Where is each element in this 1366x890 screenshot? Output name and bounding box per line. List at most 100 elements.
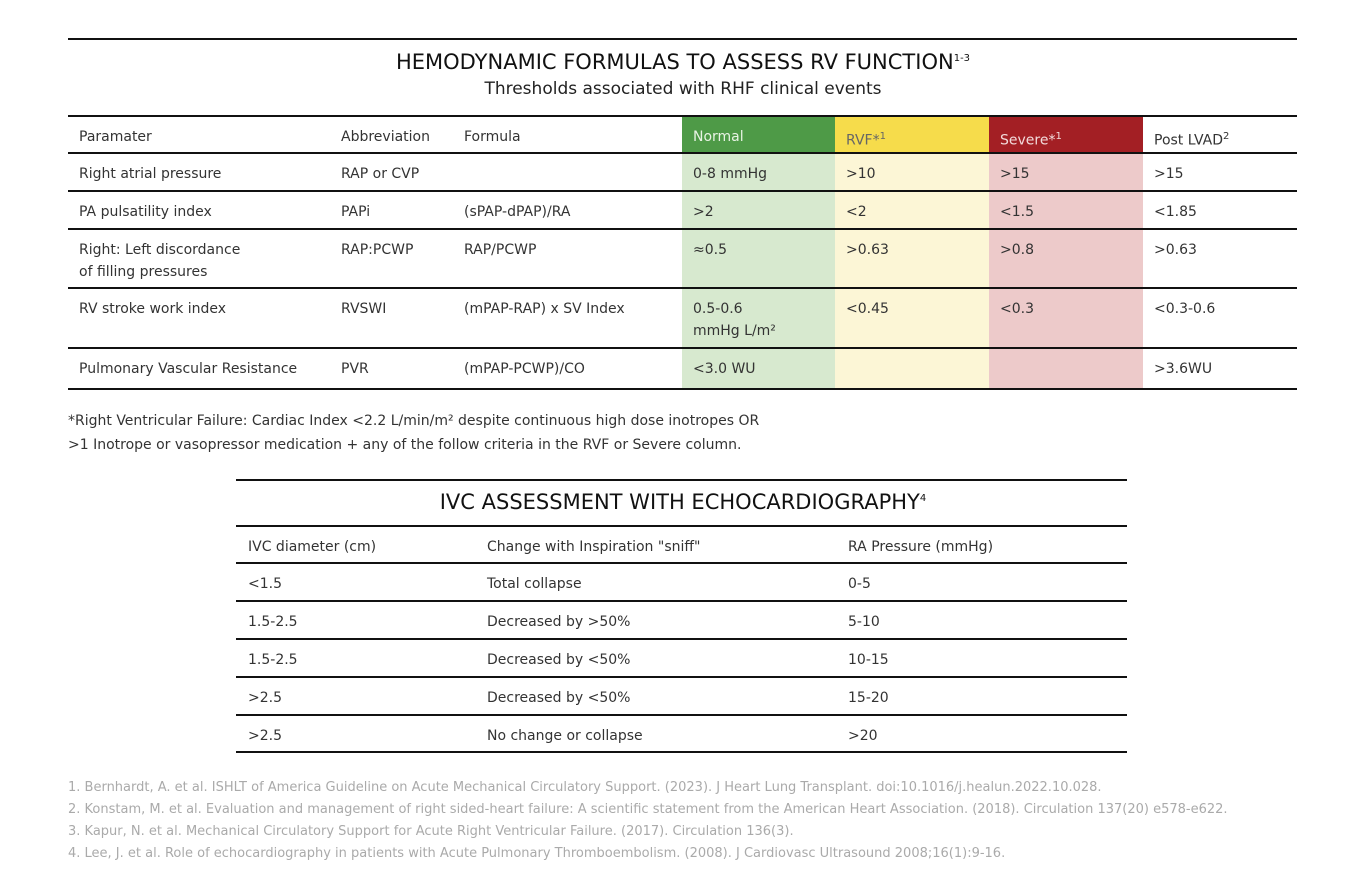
title-sup: 4 [919, 493, 927, 504]
cell-text: >20 [848, 728, 878, 744]
title-sup: 1-3 [953, 53, 971, 64]
cell-text: RV stroke work index [79, 301, 227, 317]
header-cell: Abbreviation [341, 126, 430, 148]
cell-text: PA pulsatility index [79, 204, 212, 220]
rule [68, 38, 1297, 40]
cell-text: No change or collapse [487, 728, 643, 744]
header-cell: Severe*1 [1000, 126, 1062, 152]
cell-text: Decreased by >50% [487, 614, 631, 630]
rule [68, 115, 1297, 117]
reference: 1. Bernhardt, A. et al. ISHLT of America… [68, 780, 1102, 795]
header-text: Paramater [79, 129, 152, 145]
header-bg [682, 117, 835, 153]
cell-text: <3.0 WU [693, 361, 756, 377]
reference: 2. Konstam, M. et al. Evaluation and man… [68, 802, 1228, 817]
header-text: RVF* [846, 132, 880, 149]
cell-text: <0.3-0.6 [1154, 301, 1216, 317]
cell-text: Right atrial pressure [79, 166, 222, 182]
cell-text: RVSWI [341, 301, 387, 317]
rule [236, 479, 1127, 481]
cell-text: >2.5 [248, 690, 282, 706]
cell-bg [682, 153, 835, 389]
cell-text: 10-15 [848, 652, 889, 668]
header-cell: IVC diameter (cm) [248, 539, 377, 555]
cell-text: >2 [693, 204, 714, 220]
rule [236, 525, 1127, 527]
header-bg [989, 117, 1143, 153]
header-text: Formula [464, 129, 521, 145]
reference: 4. Lee, J. et al. Role of echocardiograp… [68, 846, 1006, 861]
cell-text: <1.85 [1154, 204, 1197, 220]
cell-text: >0.63 [1154, 242, 1197, 258]
rule [68, 347, 1297, 349]
cell-text: Right: Left discordance [79, 242, 241, 258]
rule [236, 562, 1127, 564]
header-cell: RVF*1 [846, 126, 886, 152]
title-text: IVC ASSESSMENT WITH ECHOCARDIOGRAPHY [439, 490, 920, 514]
cell-text: mmHg L/m² [693, 323, 776, 339]
cell-text: PAPi [341, 204, 371, 220]
cell-text: ≈0.5 [693, 242, 727, 258]
cell-text: (mPAP-PCWP)/CO [464, 361, 585, 377]
cell-text: >0.8 [1000, 242, 1034, 258]
rule [236, 751, 1127, 753]
title-text: HEMODYNAMIC FORMULAS TO ASSESS RV FUNCTI… [395, 50, 954, 74]
cell-text: <0.45 [846, 301, 889, 317]
cell-text: <2 [846, 204, 867, 220]
header-cell: Paramater [79, 126, 152, 148]
rule [68, 287, 1297, 289]
header-cell: Formula [464, 126, 521, 148]
cell-text: Total collapse [487, 576, 582, 592]
rule [68, 152, 1297, 154]
header-bg [835, 117, 989, 153]
cell-text: 0-5 [848, 576, 871, 592]
cell-text: Pulmonary Vascular Resistance [79, 361, 298, 377]
header-cell: Change with Inspiration "sniff" [487, 539, 701, 555]
header-cell: Post LVAD2 [1154, 126, 1229, 152]
reference: 3. Kapur, N. et al. Mechanical Circulato… [68, 824, 794, 839]
header-sup: 2 [1223, 131, 1230, 142]
cell-text: <1.5 [248, 576, 282, 592]
header-text: Post LVAD [1154, 132, 1224, 149]
header-cell: Normal [693, 126, 744, 148]
cell-text: 0-8 mmHg [693, 166, 768, 182]
cell-bg [835, 153, 989, 389]
rule [68, 190, 1297, 192]
table-title: HEMODYNAMIC FORMULAS TO ASSESS RV FUNCTI… [0, 50, 1366, 74]
cell-text: RAP:PCWP [341, 242, 414, 258]
cell-text: >3.6WU [1154, 361, 1213, 377]
rule [236, 676, 1127, 678]
cell-text: (sPAP-dPAP)/RA [464, 204, 571, 220]
cell-text: >15 [1154, 166, 1184, 182]
cell-text: 0.5-0.6 [693, 301, 743, 317]
cell-text: of filling pressures [79, 264, 208, 280]
cell-text: Decreased by <50% [487, 690, 631, 706]
cell-text: >0.63 [846, 242, 889, 258]
cell-bg [989, 153, 1143, 389]
header-text: Abbreviation [341, 129, 430, 145]
rule [236, 638, 1127, 640]
cell-text: 15-20 [848, 690, 889, 706]
header-text: Normal [693, 129, 744, 145]
rule [68, 388, 1297, 390]
cell-text: >2.5 [248, 728, 282, 744]
header-sup: 1 [879, 131, 886, 142]
cell-text: RAP/PCWP [464, 242, 537, 258]
rule [236, 600, 1127, 602]
cell-text: 5-10 [848, 614, 880, 630]
header-cell: RA Pressure (mmHg) [848, 539, 994, 555]
table-title: IVC ASSESSMENT WITH ECHOCARDIOGRAPHY4 [0, 490, 1366, 514]
rule [68, 228, 1297, 230]
cell-text: Decreased by <50% [487, 652, 631, 668]
cell-text: <1.5 [1000, 204, 1034, 220]
table-subtitle: Thresholds associated with RHF clinical … [484, 79, 882, 99]
cell-text: PVR [341, 361, 369, 377]
footnote: *Right Ventricular Failure: Cardiac Inde… [68, 413, 760, 429]
footnote: >1 Inotrope or vasopressor medication + … [68, 437, 742, 453]
cell-text: 1.5-2.5 [248, 652, 298, 668]
cell-text: <0.3 [1000, 301, 1034, 317]
header-sup: 1 [1055, 131, 1062, 142]
cell-text: 1.5-2.5 [248, 614, 298, 630]
cell-text: RAP or CVP [341, 166, 420, 182]
